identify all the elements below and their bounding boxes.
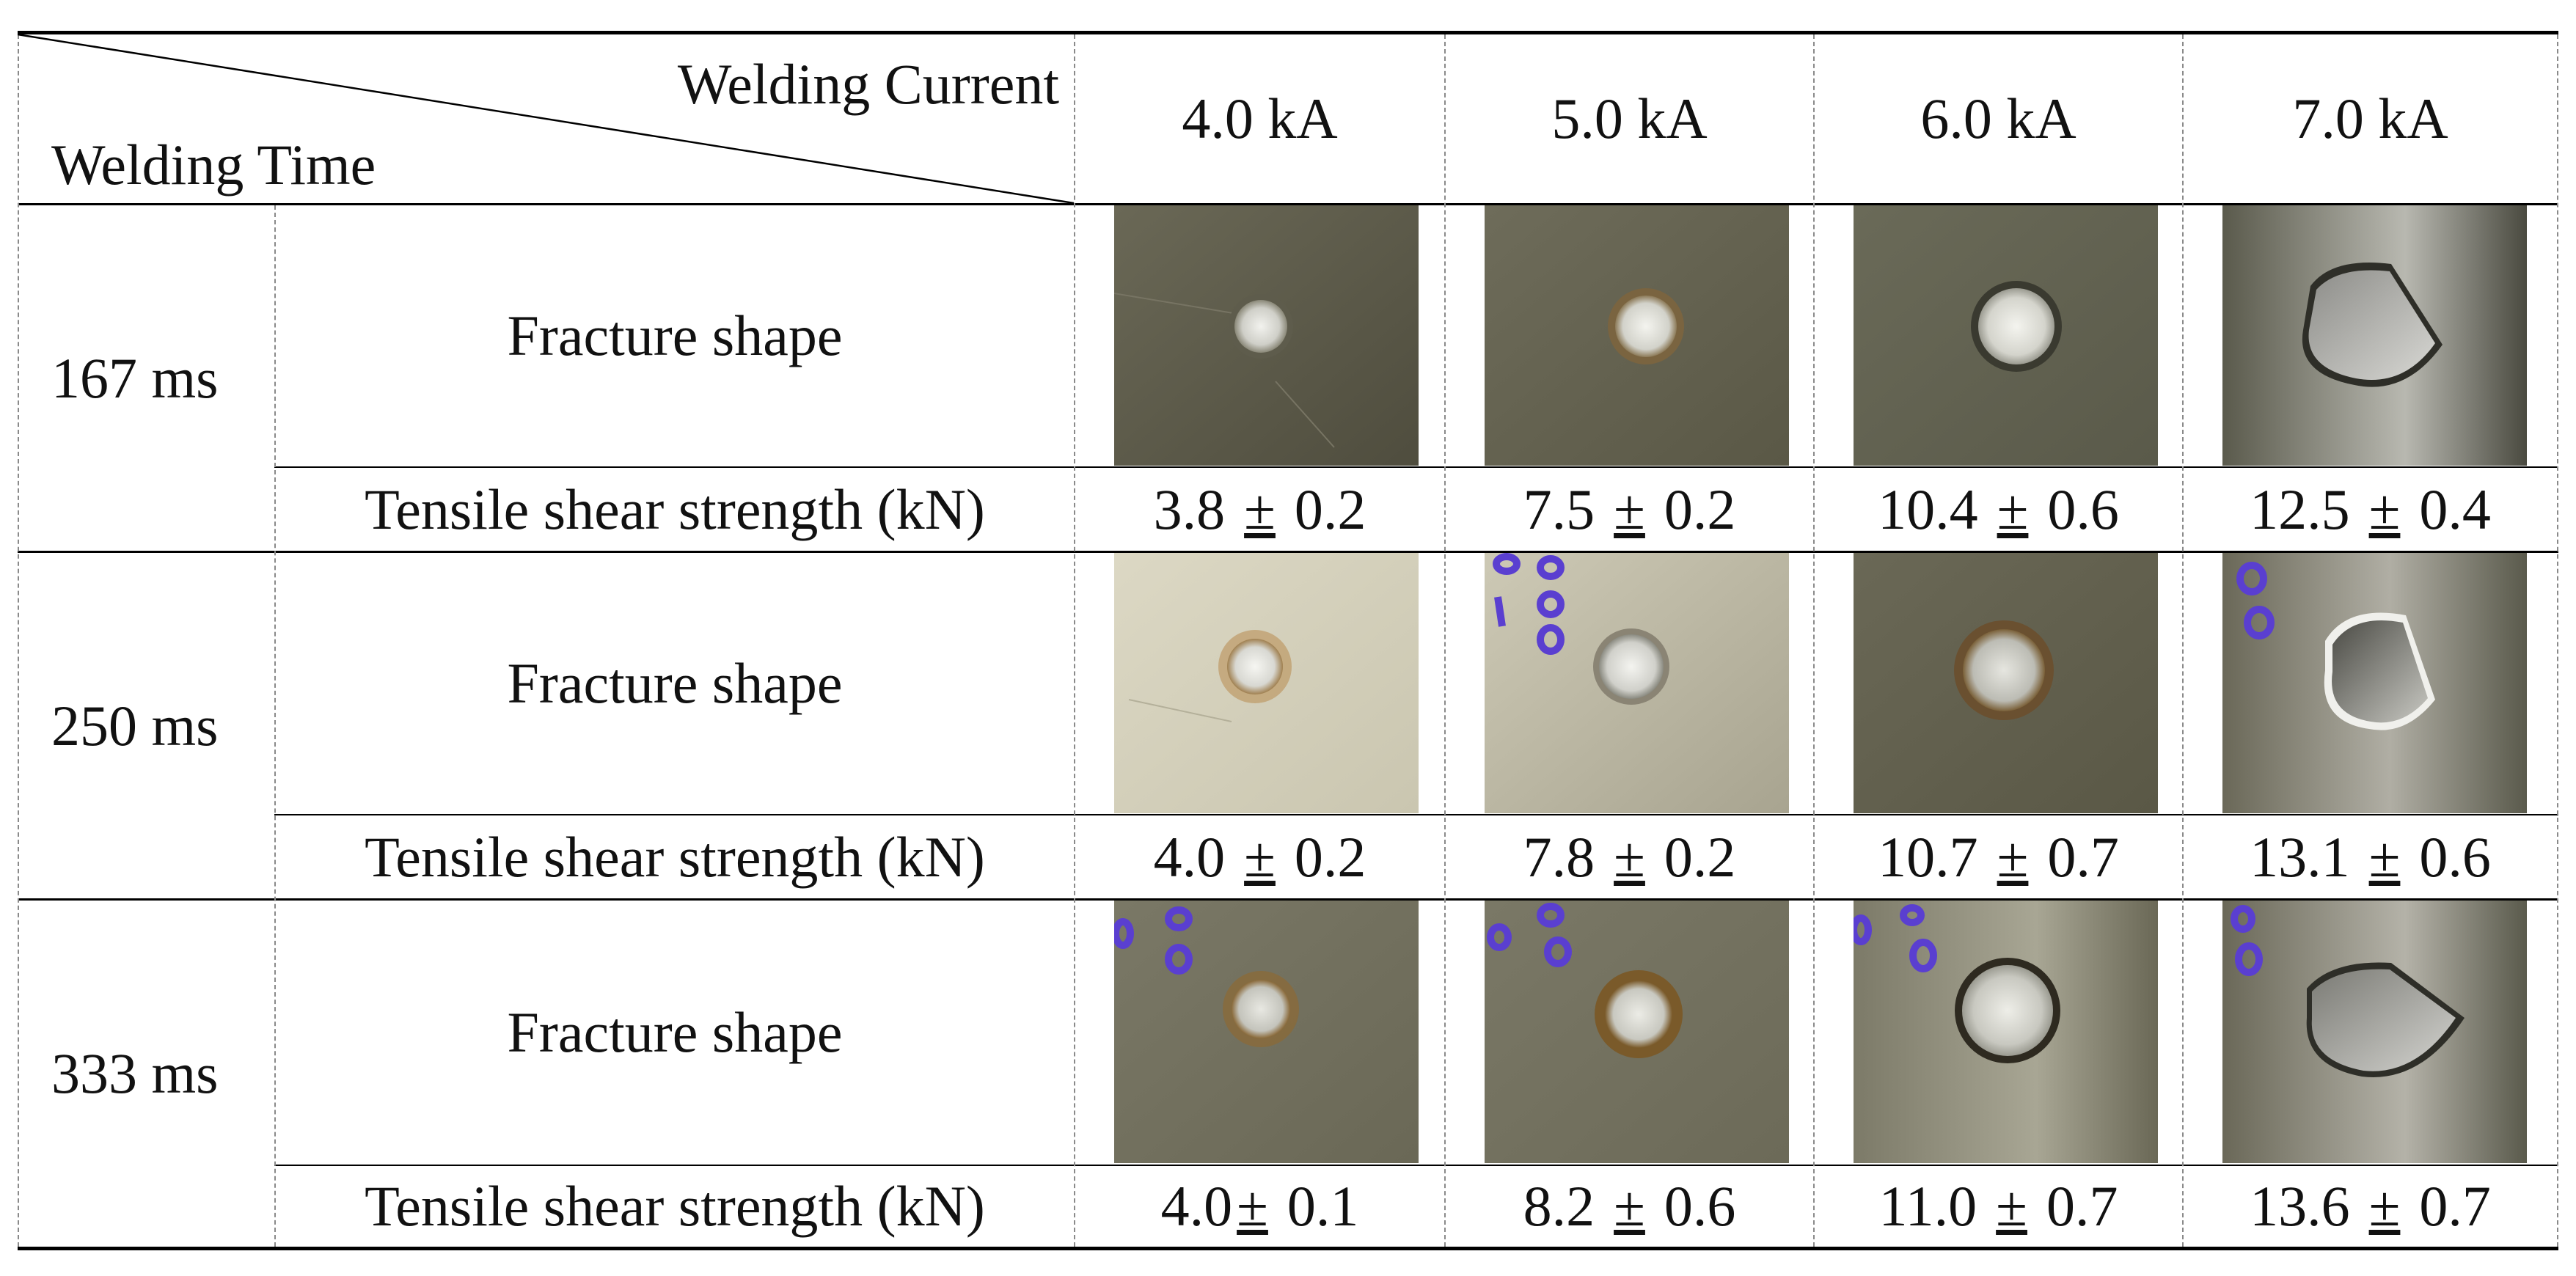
strength-value: 7.8 ±0.2: [1446, 815, 1813, 898]
fracture-photo-167ms-4kA: [1114, 205, 1419, 466]
top-rule: [18, 31, 2558, 34]
fracture-shape-label: Fracture shape: [507, 1000, 843, 1064]
strength-mean: 4.0: [1153, 824, 1226, 889]
strength-sd: 0.2: [1294, 824, 1366, 889]
fracture-photo-333ms-7kA: [2222, 901, 2527, 1163]
row3-inner-rule: [274, 1165, 2558, 1166]
bottom-rule: [18, 1247, 2558, 1250]
strength-value: 12.5 ±0.4: [2184, 468, 2557, 551]
fracture-photo-250ms-5kA: [1485, 553, 1789, 813]
strength-sd: 0.6: [1664, 1174, 1736, 1238]
strength-sd: 0.4: [2419, 477, 2491, 541]
row1-rule: [18, 551, 2558, 553]
right-border: [2557, 34, 2558, 1247]
strength-value: 13.1 ±0.6: [2184, 815, 2557, 898]
corner-diagonal: [18, 34, 1074, 203]
fracture-photo-250ms-6kA: [1854, 553, 2158, 813]
strength-mean: 7.8: [1523, 824, 1595, 889]
welding-time-250: 250 ms: [51, 693, 219, 758]
plus-minus: ±: [1614, 824, 1645, 889]
strength-sd: 0.1: [1287, 1174, 1359, 1238]
strength-sd: 0.7: [2419, 1174, 2491, 1238]
plus-minus: ±: [2368, 824, 2401, 889]
plus-minus: ±: [2368, 1174, 2401, 1238]
current-header-6kA: 6.0 kA: [1920, 87, 2076, 150]
plus-minus: ±: [1237, 1174, 1268, 1238]
strength-value: 13.6 ±0.7: [2184, 1166, 2557, 1247]
welding-time-333: 333 ms: [51, 1041, 219, 1105]
strength-sd: 0.7: [2047, 824, 2119, 889]
header-rule: [18, 203, 2558, 205]
strength-value: 10.4 ±0.6: [1815, 468, 2182, 551]
strength-sd: 0.2: [1664, 824, 1736, 889]
strength-mean: 12.5: [2250, 477, 2350, 541]
plus-minus: ±: [1997, 824, 2029, 889]
plus-minus: ±: [1244, 824, 1276, 889]
row2-rule: [18, 898, 2558, 901]
strength-value: 4.0 ±0.2: [1075, 815, 1444, 898]
time-col-divider: [274, 205, 276, 1247]
col-divider-1: [1444, 34, 1446, 1247]
strength-mean: 3.8: [1153, 477, 1226, 541]
current-header-4kA: 4.0 kA: [1182, 87, 1338, 150]
fracture-photo-333ms-4kA: [1114, 901, 1419, 1163]
corner-top-label: Welding Current: [677, 52, 1059, 116]
current-header-5kA: 5.0 kA: [1551, 87, 1708, 150]
fracture-shape-label: Fracture shape: [507, 651, 843, 715]
strength-value: 4.0 ±0.1: [1075, 1166, 1444, 1247]
fracture-shape-label: Fracture shape: [507, 304, 843, 367]
plus-minus: ±: [1996, 1174, 2027, 1238]
plus-minus: ±: [1614, 477, 1645, 541]
strength-value: 8.2 ±0.6: [1446, 1166, 1813, 1247]
col-divider-2: [1813, 34, 1815, 1247]
strength-mean: 10.4: [1878, 477, 1978, 541]
plus-minus: ±: [1997, 477, 2029, 541]
strength-sd: 0.2: [1294, 477, 1366, 541]
row1-inner-rule: [274, 466, 2558, 468]
plus-minus: ±: [1614, 1174, 1645, 1238]
fracture-table: Welding Current Welding Time 4.0 kA 5.0 …: [18, 0, 2558, 1276]
plus-minus: ±: [2368, 477, 2401, 541]
plus-minus: ±: [1244, 477, 1276, 541]
fracture-photo-167ms-6kA: [1854, 205, 2158, 466]
strength-value: 3.8 ±0.2: [1075, 468, 1444, 551]
strength-label: Tensile shear strength (kN): [365, 824, 985, 889]
strength-sd: 0.6: [2047, 477, 2119, 541]
strength-value: 7.5 ±0.2: [1446, 468, 1813, 551]
fracture-photo-167ms-7kA: [2222, 205, 2527, 466]
col-divider-3: [2182, 34, 2184, 1247]
left-border: [18, 34, 19, 1247]
strength-label: Tensile shear strength (kN): [365, 1174, 985, 1238]
strength-sd: 0.2: [1664, 477, 1736, 541]
strength-label: Tensile shear strength (kN): [365, 477, 985, 541]
strength-sd: 0.7: [2046, 1174, 2118, 1238]
strength-sd: 0.6: [2419, 824, 2491, 889]
fracture-photo-333ms-6kA: [1854, 901, 2158, 1163]
strength-mean: 11.0: [1878, 1174, 1977, 1238]
strength-mean: 10.7: [1878, 824, 1978, 889]
fracture-photo-250ms-7kA: [2222, 553, 2527, 813]
strength-mean: 8.2: [1523, 1174, 1595, 1238]
corner-bottom-label: Welding Time: [51, 133, 376, 197]
label-col-divider: [1074, 34, 1075, 1247]
strength-mean: 13.6: [2250, 1174, 2350, 1238]
strength-mean: 7.5: [1523, 477, 1595, 541]
welding-time-167: 167 ms: [51, 345, 219, 410]
fracture-photo-250ms-4kA: [1114, 553, 1419, 813]
strength-mean: 4.0: [1160, 1174, 1233, 1238]
row2-inner-rule: [274, 814, 2558, 815]
strength-mean: 13.1: [2250, 824, 2350, 889]
current-header-7kA: 7.0 kA: [2292, 87, 2448, 150]
strength-value: 10.7 ±0.7: [1815, 815, 2182, 898]
fracture-photo-167ms-5kA: [1485, 205, 1789, 466]
strength-value: 11.0 ±0.7: [1815, 1166, 2182, 1247]
fracture-photo-333ms-5kA: [1485, 901, 1789, 1163]
